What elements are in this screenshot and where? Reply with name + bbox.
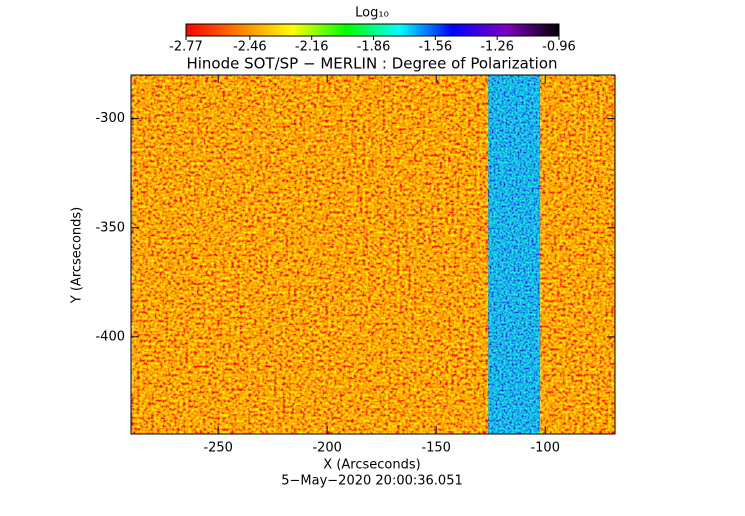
colorbar-tick-label: -1.26 [480, 40, 514, 55]
y-tick-label: -300 [95, 111, 125, 126]
colorbar-title: Log₁₀ [355, 6, 389, 21]
colorbar-tick-label: -2.46 [233, 40, 267, 55]
x-tick-label: -250 [203, 441, 233, 456]
image [131, 75, 615, 434]
chart-title: Hinode SOT/SP − MERLIN : Degree of Polar… [186, 55, 557, 73]
x-tick-label: -100 [530, 441, 560, 456]
colorbar-tick-label: -1.86 [357, 40, 391, 55]
x-tick-label: -200 [312, 441, 342, 456]
colorbar [185, 23, 560, 37]
plot-frame [130, 74, 616, 435]
colorbar-tick-label: -0.96 [542, 40, 576, 55]
y-tick-label: -350 [95, 220, 125, 235]
footer: 5−May−2020 20:00:36.051 [281, 474, 462, 489]
y-axis-label: Y (Arcseconds) [70, 207, 85, 304]
colorbar-tick-label: -1.56 [419, 40, 453, 55]
x-axis-label: X (Arcseconds) [323, 458, 420, 473]
x-tick-label: -150 [421, 441, 451, 456]
colorbar-tick-label: -2.77 [169, 40, 203, 55]
y-tick-label: -400 [95, 329, 125, 344]
colorbar-tick-label: -2.16 [295, 40, 329, 55]
